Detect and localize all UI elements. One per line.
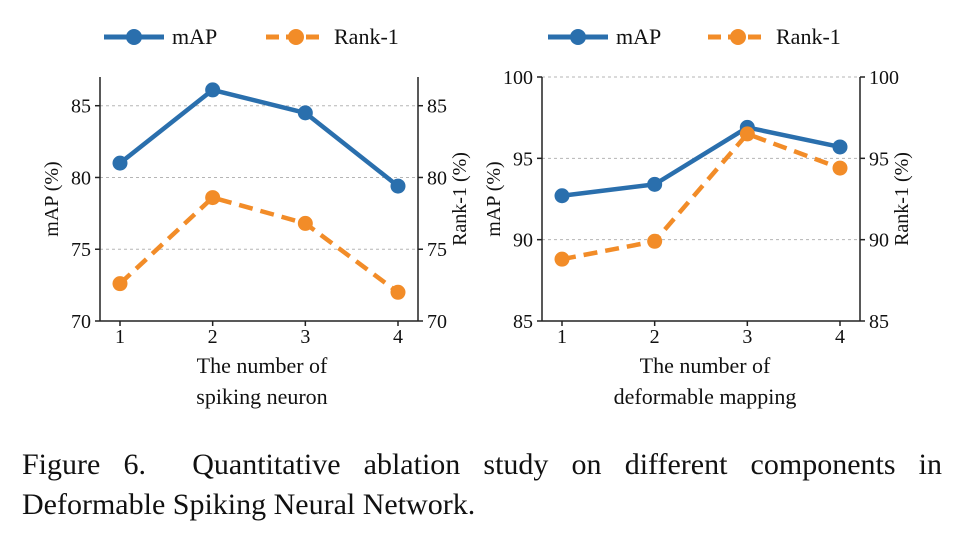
x-tick-label: 4 [835, 326, 845, 348]
y-tick-label: 85 [513, 311, 533, 333]
y-right-tick-label: 80 [427, 167, 447, 189]
y-tick-label: 90 [513, 230, 533, 252]
figure-caption: Figure 6. Quantitative ablation study on… [22, 445, 942, 525]
legend-map-marker [126, 29, 142, 45]
rank1-point [832, 160, 848, 176]
rank1-point [112, 276, 128, 292]
rank1-point [297, 215, 313, 231]
map-point [647, 176, 663, 192]
rank1-point [554, 251, 570, 267]
y-tick-label: 70 [71, 311, 91, 333]
legend-left: mAP Rank-1 [104, 24, 399, 49]
y-axis-title: mAP (%) [41, 161, 63, 236]
x-axis-title: The number of [197, 353, 328, 378]
map-series-line [561, 125, 841, 198]
legend-right: mAP Rank-1 [548, 24, 841, 49]
legend-map-marker [570, 29, 586, 45]
caption-text: Quantitative ablation study on different… [22, 448, 942, 521]
rank1-point [647, 233, 663, 249]
y-tick-label: 85 [71, 96, 91, 118]
legend-rank1-marker [288, 29, 304, 45]
chart-deformable-mapping: 85 85 90 90 95 95 100 100 1 2 3 4 mAP (%) Rank-1 (%) T… [483, 67, 913, 409]
chart-spiking-neuron: 70 70 75 75 80 80 85 85 1 2 3 4 mAP (%) Rank-1 (%) The… [41, 77, 471, 409]
map-series-line [118, 87, 400, 188]
y-tick-label: 80 [71, 167, 91, 189]
x-tick-label: 1 [115, 326, 125, 348]
rank1-point [205, 190, 221, 206]
rank1-point [739, 126, 755, 142]
x-axis-title: deformable mapping [614, 384, 797, 409]
rank1-series-line [561, 131, 841, 262]
y-tick-label: 95 [513, 148, 533, 170]
x-tick-label: 1 [557, 326, 567, 348]
y-right-tick-label: 90 [869, 230, 889, 252]
x-tick-label: 3 [742, 326, 752, 348]
x-tick-label: 2 [208, 326, 218, 348]
y-right-tick-label: 100 [869, 67, 899, 89]
y-right-tick-label: 75 [427, 239, 447, 261]
x-tick-label: 4 [393, 326, 403, 348]
x-tick-label: 2 [650, 326, 660, 348]
map-point [112, 155, 128, 171]
legend-rank1-label: Rank-1 [334, 24, 399, 49]
y-right-axis-title: Rank-1 (%) [449, 152, 471, 246]
x-axis-title: spiking neuron [196, 384, 327, 409]
y-tick-label: 75 [71, 239, 91, 261]
rank1-series-line [118, 195, 400, 295]
legend-map-label: mAP [172, 24, 217, 49]
legend-map-label: mAP [616, 24, 661, 49]
x-tick-label: 3 [300, 326, 310, 348]
y-right-tick-label: 70 [427, 311, 447, 333]
map-point [390, 178, 406, 194]
y-axis-title: mAP (%) [483, 161, 505, 236]
legend-rank1-label: Rank-1 [776, 24, 841, 49]
rank1-point [390, 284, 406, 300]
y-right-axis-title: Rank-1 (%) [891, 152, 913, 246]
map-point [832, 139, 848, 155]
caption-label: Figure 6. [22, 448, 146, 481]
y-tick-label: 100 [503, 67, 533, 89]
y-right-tick-label: 95 [869, 148, 889, 170]
y-right-tick-label: 85 [427, 96, 447, 118]
map-point [554, 188, 570, 204]
y-right-tick-label: 85 [869, 311, 889, 333]
x-axis-title: The number of [640, 353, 771, 378]
map-point [297, 105, 313, 121]
map-point [205, 82, 221, 98]
legend-rank1-marker [730, 29, 746, 45]
